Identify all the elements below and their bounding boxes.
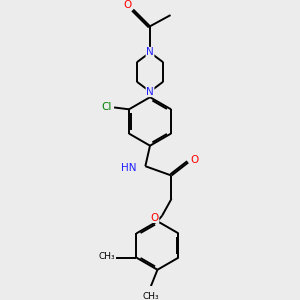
Text: CH₃: CH₃ — [142, 292, 159, 300]
Text: Cl: Cl — [101, 102, 112, 112]
Text: O: O — [124, 0, 132, 10]
Text: N: N — [146, 87, 154, 97]
Text: O: O — [151, 212, 159, 223]
Text: CH₃: CH₃ — [98, 252, 115, 261]
Text: HN: HN — [121, 163, 136, 173]
Text: O: O — [190, 155, 199, 165]
Text: N: N — [146, 47, 154, 57]
